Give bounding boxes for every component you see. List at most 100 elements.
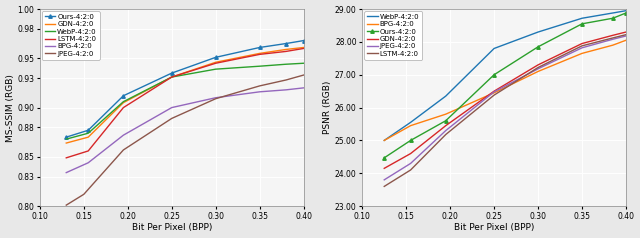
Line: Ours-4:2:0: Ours-4:2:0 [383, 11, 628, 159]
LSTM-4:2:0 [622, 33, 630, 36]
GDN-4:2:0 [63, 142, 70, 144]
X-axis label: Bit Per Pixel (BPP): Bit Per Pixel (BPP) [132, 223, 212, 233]
Line: GDN-4:2:0: GDN-4:2:0 [67, 48, 303, 143]
JPEG-4:2:0 [490, 90, 498, 93]
Ours-4:2:0 [282, 42, 290, 45]
X-axis label: Bit Per Pixel (BPP): Bit Per Pixel (BPP) [454, 223, 534, 233]
LSTM-4:2:0 [282, 50, 290, 53]
WebP-4:2:0 [380, 139, 388, 142]
GDN-4:2:0 [490, 90, 498, 93]
JPEG-4:2:0 [578, 46, 586, 49]
Ours-4:2:0 [622, 12, 630, 15]
JPEG-4:2:0 [534, 67, 542, 70]
Ours-4:2:0 [490, 73, 498, 76]
Line: GDN-4:2:0: GDN-4:2:0 [384, 32, 626, 168]
GDN-4:2:0 [84, 136, 92, 139]
LSTM-4:2:0 [609, 36, 616, 39]
LSTM-4:2:0 [63, 156, 70, 159]
BPG-4:2:0 [168, 106, 175, 109]
BPG-4:2:0 [442, 113, 450, 116]
BPG-4:2:0 [63, 171, 70, 174]
LSTM-4:2:0 [120, 106, 127, 109]
Ours-4:2:0 [534, 45, 542, 48]
Ours-4:2:0 [609, 17, 616, 20]
BPG-4:2:0 [622, 39, 630, 42]
Legend: Ours-4:2:0, GDN-4:2:0, WebP-4:2:0, LSTM-4:2:0, BPG-4:2:0, JPEG-4:2:0: Ours-4:2:0, GDN-4:2:0, WebP-4:2:0, LSTM-… [42, 11, 100, 60]
WebP-4:2:0 [212, 68, 220, 71]
Ours-4:2:0 [212, 56, 220, 59]
GDN-4:2:0 [622, 31, 630, 34]
JPEG-4:2:0 [609, 38, 616, 41]
Y-axis label: PSNR (RGB): PSNR (RGB) [323, 81, 332, 134]
WebP-4:2:0 [84, 132, 92, 135]
BPG-4:2:0 [534, 70, 542, 73]
Ours-4:2:0 [120, 94, 127, 97]
JPEG-4:2:0 [80, 193, 88, 196]
BPG-4:2:0 [578, 52, 586, 55]
Line: JPEG-4:2:0: JPEG-4:2:0 [384, 36, 626, 180]
LSTM-4:2:0 [534, 66, 542, 69]
BPG-4:2:0 [256, 90, 264, 93]
GDN-4:2:0 [442, 124, 450, 127]
WebP-4:2:0 [63, 138, 70, 141]
LSTM-4:2:0 [490, 94, 498, 97]
GDN-4:2:0 [168, 76, 175, 79]
JPEG-4:2:0 [168, 117, 175, 120]
WebP-4:2:0 [442, 95, 450, 98]
LSTM-4:2:0 [578, 45, 586, 47]
WebP-4:2:0 [490, 47, 498, 50]
LSTM-4:2:0 [212, 62, 220, 65]
BPG-4:2:0 [120, 134, 127, 137]
Ours-4:2:0 [256, 46, 264, 49]
Line: LSTM-4:2:0: LSTM-4:2:0 [67, 49, 303, 158]
LSTM-4:2:0 [407, 169, 415, 171]
LSTM-4:2:0 [84, 149, 92, 152]
WebP-4:2:0 [609, 12, 616, 15]
LSTM-4:2:0 [300, 47, 307, 50]
LSTM-4:2:0 [380, 185, 388, 188]
Line: WebP-4:2:0: WebP-4:2:0 [67, 63, 303, 139]
Line: Ours-4:2:0: Ours-4:2:0 [65, 39, 305, 139]
Ours-4:2:0 [84, 129, 92, 132]
BPG-4:2:0 [380, 139, 388, 142]
BPG-4:2:0 [282, 89, 290, 91]
WebP-4:2:0 [282, 63, 290, 66]
GDN-4:2:0 [120, 101, 127, 104]
Legend: WebP-4:2:0, BPG-4:2:0, Ours-4:2:0, GDN-4:2:0, JPEG-4:2:0, LSTM-4:2:0: WebP-4:2:0, BPG-4:2:0, Ours-4:2:0, GDN-4… [364, 11, 422, 60]
LSTM-4:2:0 [256, 53, 264, 56]
Line: WebP-4:2:0: WebP-4:2:0 [384, 11, 626, 140]
GDN-4:2:0 [609, 34, 616, 37]
JPEG-4:2:0 [442, 129, 450, 132]
BPG-4:2:0 [212, 96, 220, 99]
Ours-4:2:0 [407, 139, 415, 142]
GDN-4:2:0 [578, 42, 586, 45]
BPG-4:2:0 [300, 86, 307, 89]
Line: JPEG-4:2:0: JPEG-4:2:0 [67, 75, 303, 205]
JPEG-4:2:0 [622, 35, 630, 37]
GDN-4:2:0 [212, 61, 220, 64]
WebP-4:2:0 [534, 31, 542, 34]
WebP-4:2:0 [256, 65, 264, 68]
WebP-4:2:0 [300, 62, 307, 65]
WebP-4:2:0 [120, 100, 127, 103]
BPG-4:2:0 [609, 44, 616, 47]
WebP-4:2:0 [168, 76, 175, 79]
GDN-4:2:0 [534, 64, 542, 66]
WebP-4:2:0 [407, 121, 415, 124]
Line: LSTM-4:2:0: LSTM-4:2:0 [384, 35, 626, 186]
JPEG-4:2:0 [63, 204, 70, 207]
Line: BPG-4:2:0: BPG-4:2:0 [67, 88, 303, 173]
WebP-4:2:0 [622, 9, 630, 12]
JPEG-4:2:0 [407, 162, 415, 165]
Y-axis label: MS-SSIM (RGB): MS-SSIM (RGB) [6, 74, 15, 142]
LSTM-4:2:0 [168, 76, 175, 79]
JPEG-4:2:0 [120, 149, 127, 151]
BPG-4:2:0 [407, 124, 415, 127]
Ours-4:2:0 [300, 39, 307, 42]
Ours-4:2:0 [380, 156, 388, 159]
GDN-4:2:0 [407, 152, 415, 155]
GDN-4:2:0 [282, 48, 290, 51]
Ours-4:2:0 [168, 72, 175, 74]
Ours-4:2:0 [63, 136, 70, 139]
BPG-4:2:0 [84, 161, 92, 164]
